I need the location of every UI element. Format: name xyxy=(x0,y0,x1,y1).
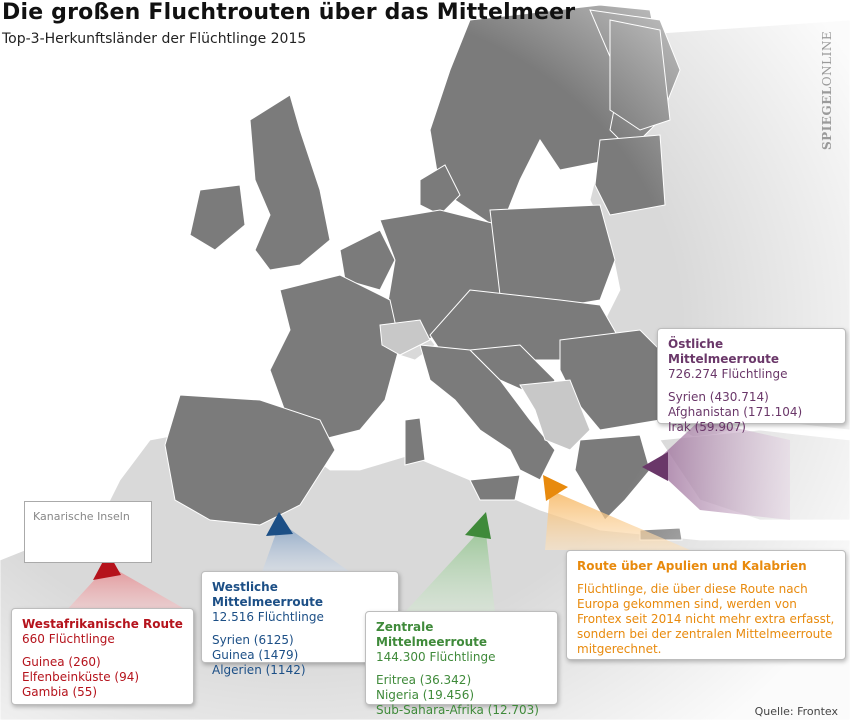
origin-item: Sub-Sahara-Afrika (12.703) xyxy=(376,703,539,717)
canary-islands-label: Kanarische Inseln xyxy=(33,510,130,523)
route-marker-westafrica xyxy=(93,552,121,580)
origin-item: Syrien (6125) xyxy=(212,633,294,647)
route-note: Flüchtlinge, die über diese Route nach E… xyxy=(577,582,835,656)
route-box-apulia: Route über Apulien und Kalabrien Flüchtl… xyxy=(566,550,846,660)
origin-item: Syrien (430.714) xyxy=(668,390,769,404)
route-name: Westliche Mittelmeerroute xyxy=(212,580,324,609)
origin-item: Afghanistan (171.104) xyxy=(668,405,803,419)
page-title: Die großen Fluchtrouten über das Mittelm… xyxy=(2,0,576,25)
origin-item: Eritrea (36.342) xyxy=(376,673,472,687)
route-marker-east-med xyxy=(642,452,668,481)
origin-item: Guinea (260) xyxy=(22,655,101,669)
origin-item: Irak (59.907) xyxy=(668,420,746,434)
route-count: 12.516 Flüchtlinge xyxy=(212,610,324,624)
route-beam-apulia xyxy=(545,490,690,550)
origin-item: Nigeria (19.456) xyxy=(376,688,475,702)
route-count: 660 Flüchtlinge xyxy=(22,632,115,646)
route-beam-east-med xyxy=(652,420,790,520)
route-name: Zentrale Mittelmeerroute xyxy=(376,620,488,649)
route-count: 144.300 Flüchtlinge xyxy=(376,650,496,664)
route-count: 726.274 Flüchtlinge xyxy=(668,367,788,381)
route-beam-westafrica xyxy=(65,565,190,612)
route-marker-central-med xyxy=(465,512,491,539)
route-name: Östliche Mittelmeerroute xyxy=(668,337,780,366)
route-beam-central-med xyxy=(405,525,495,612)
route-name: Route über Apulien und Kalabrien xyxy=(577,559,807,573)
page-subtitle: Top-3-Herkunftsländer der Flüchtlinge 20… xyxy=(2,31,307,47)
watermark-logo: SPIEGELONLINE xyxy=(820,30,834,150)
origin-item: Algerien (1142) xyxy=(212,663,306,677)
route-name: Westafrikanische Route xyxy=(22,617,183,631)
route-marker-apulia xyxy=(543,475,568,501)
origin-item: Guinea (1479) xyxy=(212,648,299,662)
origin-item: Gambia (55) xyxy=(22,685,98,699)
source-credit: Quelle: Frontex xyxy=(754,705,838,718)
route-marker-west-med xyxy=(266,512,293,536)
route-box-westafrica: Westafrikanische Route 660 Flüchtlinge G… xyxy=(11,608,194,705)
origin-item: Elfenbeinküste (94) xyxy=(22,670,140,684)
route-box-central-med: Zentrale Mittelmeerroute 144.300 Flüchtl… xyxy=(365,611,558,717)
route-box-east-med: Östliche Mittelmeerroute 726.274 Flüchtl… xyxy=(657,328,846,434)
canary-islands-inset: Kanarische Inseln xyxy=(24,501,152,563)
